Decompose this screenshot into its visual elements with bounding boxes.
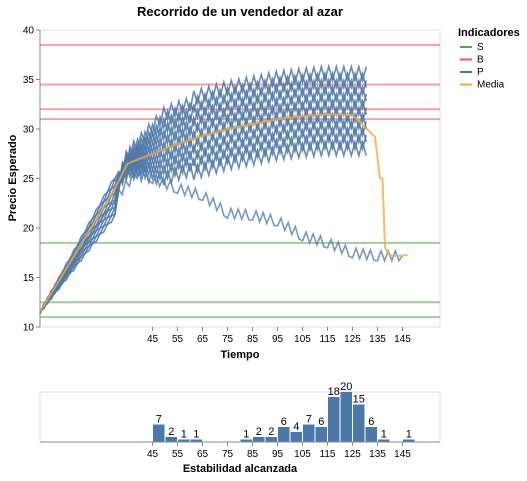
price-path — [39, 90, 368, 314]
histogram-x-tick-label: 145 — [394, 449, 411, 460]
histogram-bar-label: 7 — [306, 414, 312, 426]
histogram-x-axis-title: Estabilidad alcanzada — [183, 463, 298, 475]
histogram-bar-label: 18 — [328, 386, 340, 398]
histogram-bar-label: 1 — [193, 429, 199, 441]
x-tick-label: 135 — [369, 334, 386, 345]
histogram-bar-label: 2 — [256, 426, 262, 438]
y-tick-label: 40 — [23, 26, 35, 37]
chart-title: Recorrido de un vendedor al azar — [137, 4, 343, 19]
histogram-bar — [278, 427, 290, 442]
price-path — [39, 131, 368, 314]
histogram-bar-label: 1 — [243, 429, 249, 441]
histogram-bar — [165, 437, 177, 442]
price-path — [39, 63, 368, 314]
mean-path — [39, 113, 408, 313]
histogram-bar-label: 2 — [168, 426, 174, 438]
histogram-bar — [178, 439, 190, 442]
y-tick-label: 25 — [23, 174, 35, 185]
y-axis-title: Precio Esperado — [7, 134, 19, 221]
x-tick-label: 115 — [320, 334, 336, 345]
histogram-bar — [290, 432, 302, 442]
price-path — [39, 111, 368, 312]
histogram-x-tick-label: 55 — [172, 449, 184, 460]
histogram-bar-label: 6 — [318, 416, 324, 428]
histogram-x-tick-label: 125 — [344, 449, 361, 460]
histogram-bar — [240, 439, 252, 442]
histogram-bar-label: 15 — [353, 394, 365, 406]
histogram-bar — [315, 427, 327, 442]
legend: Indicadores SBP Media — [458, 27, 520, 91]
histogram-x-tick-label: 135 — [369, 449, 386, 460]
histogram-bar-label: 2 — [268, 426, 274, 438]
main-plot-frame — [39, 29, 441, 328]
histogram-x-tick-label: 105 — [294, 449, 311, 460]
x-tick-label: 95 — [272, 334, 284, 345]
histogram-x-tick-label: 75 — [222, 449, 234, 460]
x-tick-label: 75 — [222, 334, 234, 345]
histogram-bar-label: 7 — [156, 414, 162, 426]
x-tick-label: 85 — [247, 334, 259, 345]
price-path — [39, 97, 368, 312]
histogram-bar-label: 6 — [368, 416, 374, 428]
x-axis-title: Tiempo — [221, 349, 260, 361]
histogram-bar — [340, 392, 352, 442]
x-tick-label: 145 — [394, 334, 411, 345]
histogram-bar — [365, 427, 377, 442]
histogram-x-tick-label: 85 — [247, 449, 259, 460]
price-path — [39, 124, 368, 312]
histogram-bar-label: 1 — [381, 429, 387, 441]
x-tick-label: 65 — [197, 334, 209, 345]
histogram-x-tick-label: 65 — [197, 449, 209, 460]
mean-path-layer — [39, 113, 408, 313]
price-path — [39, 117, 368, 314]
histogram-x-axis: 45 55 65 75 85 95 105 115 125 135 145 — [40, 441, 440, 460]
price-paths — [39, 63, 404, 314]
y-tick-label: 15 — [23, 273, 35, 284]
price-path — [39, 70, 368, 312]
histogram-bar — [403, 439, 415, 442]
histogram-bar-label: 6 — [281, 416, 287, 428]
histogram-bar — [153, 424, 165, 442]
legend-title: Indicadores — [458, 27, 520, 39]
histogram-bar-label: 20 — [340, 381, 352, 393]
histogram-bar — [328, 397, 340, 442]
y-tick-label: 35 — [23, 75, 35, 86]
x-tick-label: 45 — [147, 334, 159, 345]
legend-label-s: S — [477, 42, 484, 53]
legend-label-media: Media — [477, 80, 505, 91]
y-tick-label: 20 — [23, 224, 35, 235]
y-tick-label: 30 — [23, 125, 35, 136]
price-path — [39, 76, 368, 314]
x-tick-label: 125 — [344, 334, 361, 345]
price-path-low — [39, 165, 404, 313]
histogram-x-tick-label: 95 — [272, 449, 284, 460]
histogram-x-tick-label: 115 — [320, 449, 336, 460]
legend-items: SBP Media — [460, 42, 505, 91]
histogram-bar — [190, 439, 202, 442]
main-plot: 45 55 65 75 85 95 105 115 125 135 145 10 15 20 25 30 35… — [7, 26, 441, 361]
histogram-bar-label: 4 — [293, 421, 299, 433]
histogram-bar — [265, 437, 277, 442]
price-path — [39, 138, 368, 312]
x-axis: 45 55 65 75 85 95 105 115 125 135 145 — [147, 327, 411, 345]
histogram-bar-label: 1 — [181, 429, 187, 441]
histogram-bar-label: 1 — [406, 429, 412, 441]
histogram-bar — [303, 424, 315, 442]
x-tick-label: 105 — [294, 334, 311, 345]
histogram-bar — [378, 439, 390, 442]
x-tick-label: 55 — [172, 334, 184, 345]
legend-label-p: P — [477, 67, 484, 78]
histogram-bar — [353, 404, 365, 442]
y-axis: 10 15 20 25 30 35 40 — [23, 26, 41, 334]
y-tick-label: 10 — [23, 323, 35, 334]
legend-label-b: B — [477, 55, 484, 66]
histogram-x-tick-label: 45 — [147, 449, 159, 460]
histogram-bar — [253, 437, 265, 442]
